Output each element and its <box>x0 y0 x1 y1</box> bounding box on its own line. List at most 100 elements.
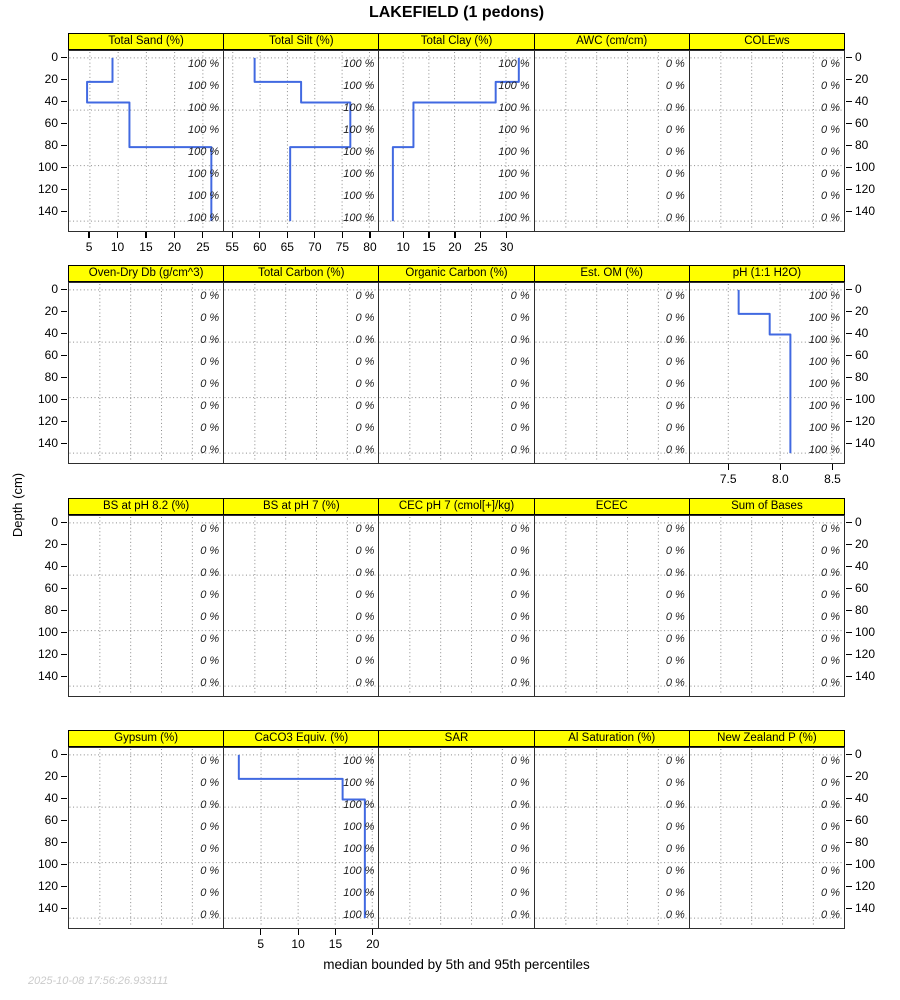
y-tick-label-right: 100 <box>855 391 876 406</box>
contrib-fraction-label: 0 % <box>200 522 220 535</box>
y-tick-label-right: 0 <box>855 49 862 64</box>
contrib-fraction-label: 100 % <box>188 57 220 70</box>
y-tick-label-right: 80 <box>855 834 869 849</box>
contrib-fraction-label: 0 % <box>200 864 220 877</box>
y-tick-label-right: 20 <box>855 768 869 783</box>
contrib-fraction-label: 100 % <box>343 842 375 855</box>
contrib-fraction-label: 0 % <box>665 101 685 114</box>
contrib-fraction-label: 0 % <box>355 544 375 557</box>
y-tick-right <box>846 676 852 678</box>
panel-canvas <box>690 51 844 231</box>
strip-sum-of-bases: Sum of Bases <box>731 500 803 512</box>
y-tick-right <box>846 355 852 357</box>
panel-canvas <box>69 51 223 231</box>
y-tick-label-right: 100 <box>855 624 876 639</box>
y-tick-label-right: 80 <box>855 602 869 617</box>
contrib-fraction-label: 0 % <box>821 654 841 667</box>
strip-awc-cm-cm: AWC (cm/cm) <box>535 34 690 49</box>
y-tick-right <box>846 842 852 844</box>
y-tick-label-right: 0 <box>855 514 862 529</box>
x-tick-label: 70 <box>308 240 322 254</box>
panel-total-clay: 100 % 100 % 100 % 100 % 100 % 100 % 100 % 100 % <box>379 51 535 231</box>
contrib-fraction-label: 100 % <box>343 886 375 899</box>
contrib-fraction-label: 100 % <box>498 211 530 224</box>
contrib-fraction-label: 0 % <box>665 57 685 70</box>
contrib-fraction-label: 0 % <box>821 864 841 877</box>
panel-sar: 0 % 0 % 0 % 0 % 0 % 0 % 0 % 0 % <box>379 748 535 928</box>
y-tick-left <box>61 908 67 910</box>
y-tick-label-left: 100 <box>37 624 58 639</box>
contrib-fraction-label: 0 % <box>821 820 841 833</box>
y-tick-left <box>61 189 67 191</box>
contrib-fraction-label: 0 % <box>665 333 685 346</box>
contrib-fraction-label: 0 % <box>665 421 685 434</box>
x-tick-label: 55 <box>225 240 239 254</box>
x-tick <box>727 464 729 470</box>
y-tick-right <box>846 79 852 81</box>
contrib-fraction-label: 100 % <box>343 211 375 224</box>
contrib-fraction-label: 0 % <box>665 289 685 302</box>
contrib-fraction-label: 0 % <box>200 355 220 368</box>
panel-plot-row: 0 % 0 % 0 % 0 % 0 % 0 % 0 % 0 % 100 % 100 % 100 % 1… <box>68 747 845 929</box>
y-tick-left <box>61 399 67 401</box>
panel-canvas <box>535 516 689 696</box>
panel-total-carbon: 0 % 0 % 0 % 0 % 0 % 0 % 0 % 0 % <box>224 283 380 463</box>
contrib-fraction-label: 0 % <box>665 167 685 180</box>
contrib-fraction-label: 0 % <box>355 676 375 689</box>
contrib-fraction-label: 0 % <box>200 820 220 833</box>
x-tick <box>428 232 430 238</box>
median-profile-line <box>86 57 213 222</box>
strip-bs-at-ph-8-2: BS at pH 8.2 (%) <box>69 499 225 514</box>
contrib-fraction-label: 0 % <box>200 566 220 579</box>
y-tick-label-left: 120 <box>37 878 58 893</box>
panel-awc-cm-cm: 0 % 0 % 0 % 0 % 0 % 0 % 0 % 0 % <box>535 51 690 231</box>
contrib-fraction-label: 0 % <box>510 820 530 833</box>
y-tick-right <box>846 908 852 910</box>
y-tick-left <box>61 333 67 335</box>
y-tick-label-left: 60 <box>44 812 58 827</box>
panel-new-zealand-p: 0 % 0 % 0 % 0 % 0 % 0 % 0 % 0 % <box>690 748 844 928</box>
contrib-fraction-label: 0 % <box>200 632 220 645</box>
panel-ecec: 0 % 0 % 0 % 0 % 0 % 0 % 0 % 0 % <box>535 516 690 696</box>
x-tick-label: 8.0 <box>771 472 789 486</box>
y-tick-label-left: 100 <box>37 391 58 406</box>
y-tick-label-left: 80 <box>44 834 58 849</box>
contrib-fraction-label: 0 % <box>821 145 841 158</box>
y-tick-left <box>61 123 67 125</box>
contrib-fraction-label: 100 % <box>808 399 841 412</box>
x-tick <box>88 232 90 238</box>
x-tick-label: 5 <box>257 937 265 951</box>
contrib-fraction-label: 0 % <box>200 886 220 899</box>
contrib-fraction-label: 0 % <box>355 566 375 579</box>
contrib-fraction-label: 0 % <box>200 676 220 689</box>
contrib-fraction-label: 0 % <box>821 211 841 224</box>
contrib-fraction-label: 0 % <box>200 908 220 921</box>
y-tick-label-right: 100 <box>855 159 876 174</box>
y-tick-label-left: 100 <box>37 856 58 871</box>
x-tick <box>480 232 482 238</box>
y-tick-right <box>846 820 852 822</box>
x-tick-label: 15 <box>139 240 153 254</box>
y-tick-label-left: 140 <box>37 203 58 218</box>
y-tick-right <box>846 610 852 612</box>
panel-canvas <box>379 516 534 696</box>
x-tick-label: 7.5 <box>719 472 737 486</box>
contrib-fraction-label: 0 % <box>355 377 375 390</box>
panel-total-sand: 100 % 100 % 100 % 100 % 100 % 100 % 100 % 100 % <box>69 51 225 231</box>
y-tick-right <box>846 588 852 590</box>
y-tick-right <box>846 167 852 169</box>
contrib-fraction-label: 0 % <box>665 355 685 368</box>
x-tick-label: 10 <box>396 240 410 254</box>
y-tick-left <box>61 676 67 678</box>
contrib-fraction-label: 0 % <box>200 421 220 434</box>
contrib-fraction-label: 0 % <box>510 421 530 434</box>
contrib-fraction-label: 0 % <box>665 145 685 158</box>
panel-plot-row: 100 % 100 % 100 % 100 % 100 % 100 % 100 % 100 %… <box>68 50 845 232</box>
panel-al-saturation: 0 % 0 % 0 % 0 % 0 % 0 % 0 % 0 % <box>535 748 690 928</box>
y-tick-right <box>846 57 852 59</box>
y-tick-right <box>846 399 852 401</box>
panel-canvas <box>224 748 378 928</box>
x-tick-label: 15 <box>422 240 436 254</box>
x-tick <box>334 929 337 935</box>
contrib-fraction-label: 100 % <box>343 123 375 136</box>
